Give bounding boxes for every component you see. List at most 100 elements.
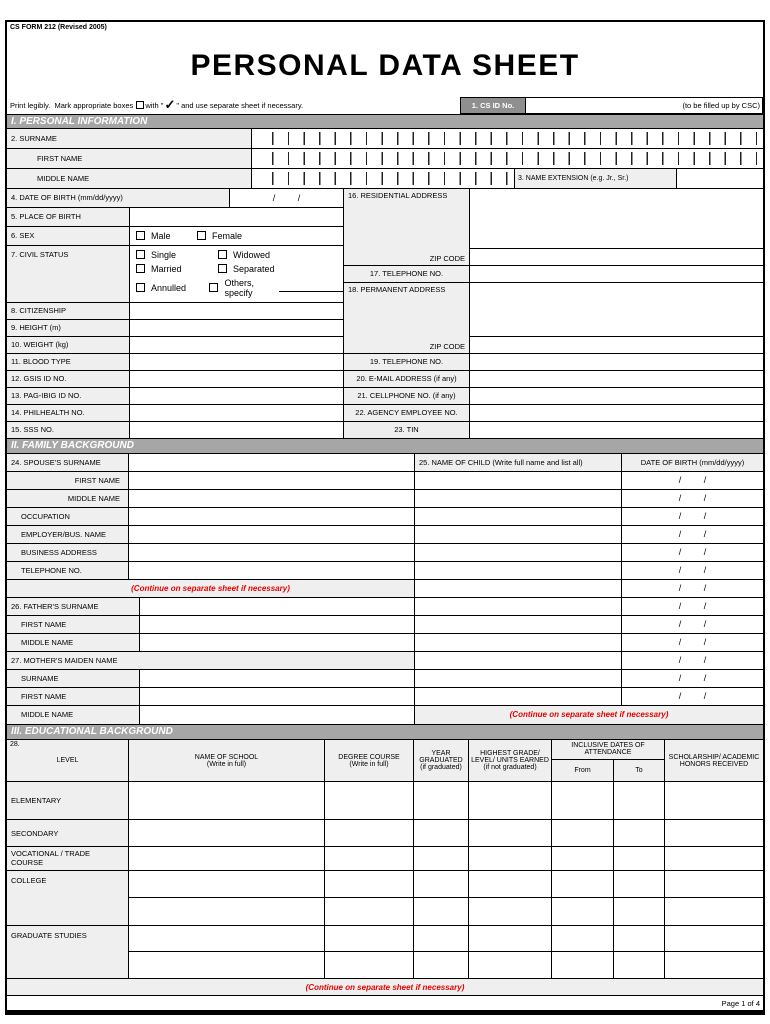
child-name-input-3[interactable]	[415, 507, 622, 525]
child-dob-input-6[interactable]: / /	[678, 565, 707, 576]
male-checkbox[interactable]	[136, 231, 145, 241]
cellphone-input[interactable]	[470, 387, 763, 404]
child-name-input-1[interactable]	[415, 471, 622, 489]
elementary-degree-input[interactable]	[325, 782, 414, 820]
graduate-to-input-2[interactable]	[614, 952, 665, 979]
dob-input[interactable]: / /	[230, 188, 343, 207]
child-name-input-7[interactable]	[415, 579, 622, 597]
child-name-input-13[interactable]	[415, 687, 622, 705]
college-school-input-1[interactable]	[129, 870, 325, 898]
residential-address-input[interactable]	[470, 188, 763, 249]
vocational-highest-input[interactable]	[469, 847, 552, 870]
email-input[interactable]	[470, 370, 763, 387]
surname-input[interactable]	[252, 129, 763, 149]
secondary-to-input[interactable]	[614, 820, 665, 847]
college-highest-input-1[interactable]	[469, 870, 552, 898]
first-name-input[interactable]	[252, 149, 763, 169]
sss-input[interactable]	[130, 421, 343, 438]
spouse-occupation-input[interactable]	[129, 507, 415, 525]
telephone2-input[interactable]	[470, 353, 763, 370]
secondary-scholarship-input[interactable]	[665, 820, 763, 847]
secondary-degree-input[interactable]	[325, 820, 414, 847]
graduate-from-input-2[interactable]	[552, 952, 614, 979]
secondary-from-input[interactable]	[552, 820, 614, 847]
vocational-from-input[interactable]	[552, 847, 614, 870]
female-checkbox[interactable]	[197, 231, 206, 241]
child-dob-input-5[interactable]: / /	[678, 547, 707, 558]
graduate-from-input-1[interactable]	[552, 925, 614, 952]
child-name-input-2[interactable]	[415, 489, 622, 507]
graduate-school-input-1[interactable]	[129, 925, 325, 952]
gsis-input[interactable]	[130, 370, 343, 387]
agency-employee-input[interactable]	[470, 404, 763, 421]
child-dob-input-7[interactable]: / /	[678, 583, 707, 594]
child-name-input-8[interactable]	[415, 597, 622, 615]
child-name-input-4[interactable]	[415, 525, 622, 543]
college-to-input-1[interactable]	[614, 870, 665, 898]
college-from-input-2[interactable]	[552, 898, 614, 925]
child-name-input-5[interactable]	[415, 543, 622, 561]
mother-middle-name-input[interactable]	[140, 705, 415, 724]
graduate-highest-input-1[interactable]	[469, 925, 552, 952]
graduate-scholarship-input-1[interactable]	[665, 925, 763, 952]
father-first-name-input[interactable]	[140, 615, 415, 633]
vocational-degree-input[interactable]	[325, 847, 414, 870]
spouse-middle-name-input[interactable]	[129, 489, 415, 507]
elementary-to-input[interactable]	[614, 782, 665, 820]
college-degree-input-1[interactable]	[325, 870, 414, 898]
tin-input[interactable]	[470, 421, 763, 438]
child-name-input-9[interactable]	[415, 615, 622, 633]
residential-zip-input[interactable]	[470, 248, 763, 265]
others-specify-input[interactable]	[279, 283, 343, 293]
father-surname-input[interactable]	[140, 597, 415, 615]
graduate-degree-input-1[interactable]	[325, 925, 414, 952]
child-dob-input-9[interactable]: / /	[678, 619, 707, 630]
annulled-checkbox[interactable]	[136, 283, 145, 293]
child-dob-input-8[interactable]: / /	[678, 601, 707, 612]
others-checkbox[interactable]	[209, 283, 219, 293]
widowed-checkbox[interactable]	[218, 250, 227, 260]
philhealth-input[interactable]	[130, 404, 343, 421]
blood-type-input[interactable]	[130, 353, 343, 370]
weight-input[interactable]	[130, 336, 343, 353]
child-dob-input-2[interactable]: / /	[678, 493, 707, 504]
child-dob-input-13[interactable]: / /	[678, 691, 707, 702]
child-dob-input-1[interactable]: / /	[678, 475, 707, 486]
graduate-scholarship-input-2[interactable]	[665, 952, 763, 979]
elementary-scholarship-input[interactable]	[665, 782, 763, 820]
elementary-highest-input[interactable]	[469, 782, 552, 820]
middle-name-input[interactable]	[252, 169, 515, 188]
college-scholarship-input-2[interactable]	[665, 898, 763, 925]
elementary-from-input[interactable]	[552, 782, 614, 820]
mother-surname-input[interactable]	[140, 669, 415, 687]
college-year-input-2[interactable]	[414, 898, 469, 925]
college-to-input-2[interactable]	[614, 898, 665, 925]
college-degree-input-2[interactable]	[325, 898, 414, 925]
married-checkbox[interactable]	[136, 264, 145, 274]
graduate-school-input-2[interactable]	[129, 952, 325, 979]
child-dob-input-10[interactable]: / /	[678, 637, 707, 648]
child-dob-input-4[interactable]: / /	[678, 529, 707, 540]
vocational-to-input[interactable]	[614, 847, 665, 870]
spouse-employer-input[interactable]	[129, 525, 415, 543]
secondary-year-input[interactable]	[414, 820, 469, 847]
telephone1-input[interactable]	[470, 265, 763, 282]
child-name-input-12[interactable]	[415, 669, 622, 687]
cs-id-input[interactable]: (to be filled up by CSC)	[526, 96, 763, 115]
permanent-address-input[interactable]	[470, 282, 763, 337]
college-highest-input-2[interactable]	[469, 898, 552, 925]
graduate-year-input-2[interactable]	[414, 952, 469, 979]
mother-first-name-input[interactable]	[140, 687, 415, 705]
single-checkbox[interactable]	[136, 250, 145, 260]
college-year-input-1[interactable]	[414, 870, 469, 898]
citizenship-input[interactable]	[130, 302, 343, 319]
separated-checkbox[interactable]	[218, 264, 227, 274]
spouse-business-address-input[interactable]	[129, 543, 415, 561]
child-name-input-11[interactable]	[415, 651, 622, 669]
elementary-school-input[interactable]	[129, 782, 325, 820]
pob-input[interactable]	[130, 207, 343, 226]
college-from-input-1[interactable]	[552, 870, 614, 898]
pagibig-input[interactable]	[130, 387, 343, 404]
child-dob-input-3[interactable]: / /	[678, 511, 707, 522]
graduate-degree-input-2[interactable]	[325, 952, 414, 979]
